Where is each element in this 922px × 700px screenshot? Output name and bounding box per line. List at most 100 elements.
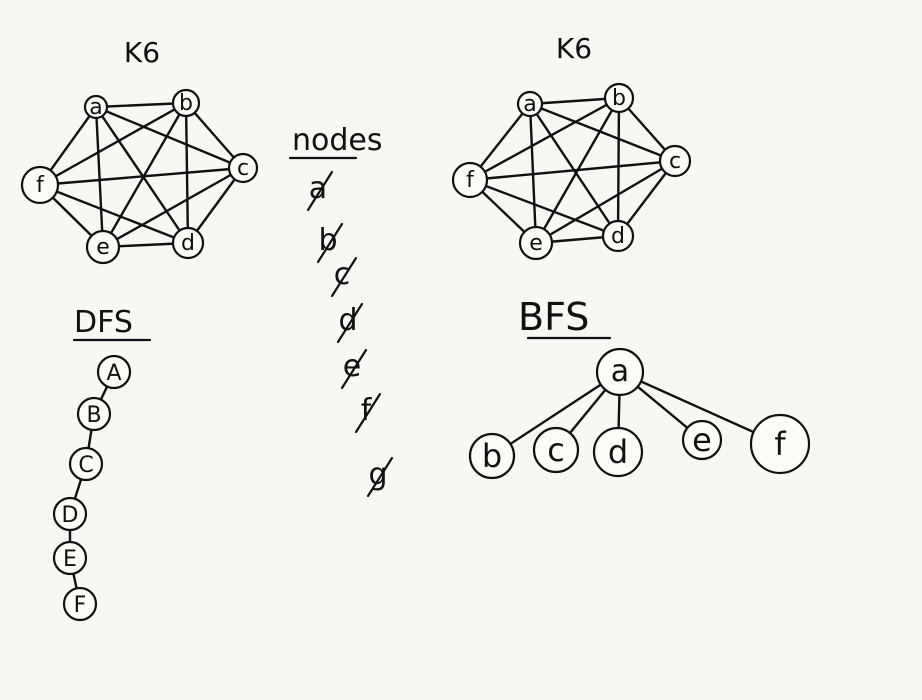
left-k6-graph: K6 a b c d e f xyxy=(20,36,259,265)
left-edge-a-d xyxy=(94,105,190,245)
bfs-node-label: c xyxy=(547,431,565,469)
left-edge-d-f xyxy=(38,183,190,245)
strike-through-mark xyxy=(330,256,358,298)
left-node-label-d: d xyxy=(181,231,195,256)
right-node-e: e xyxy=(518,225,554,261)
right-node-label-c: c xyxy=(669,149,681,174)
nodes-list-item-d: d xyxy=(336,302,364,344)
right-graph-nodes: a b c d e f xyxy=(451,82,692,261)
dfs-heading: DFS xyxy=(74,305,133,340)
nodes-heading: nodes xyxy=(292,123,383,158)
bfs-node-label: f xyxy=(774,425,786,463)
dfs-node-label: E xyxy=(63,547,77,572)
bfs-node-c: c xyxy=(532,426,580,474)
left-node-label-a: a xyxy=(89,95,102,120)
left-edge-b-e xyxy=(101,101,188,249)
left-edge-a-b xyxy=(94,101,188,109)
nodes-list-item-label: e xyxy=(343,349,361,384)
bfs-section: BFS a b c d e f xyxy=(468,295,811,480)
dfs-node-B: B xyxy=(76,396,112,432)
bfs-node-b: b xyxy=(468,432,516,480)
left-edge-a-e xyxy=(94,105,105,249)
dfs-node-label: C xyxy=(78,453,93,478)
nodes-list-item-label: g xyxy=(368,457,387,492)
bfs-root-node: a xyxy=(595,347,645,397)
nodes-list-item-label: d xyxy=(338,303,357,338)
right-edge-c-e xyxy=(534,159,677,245)
left-node-label-b: b xyxy=(179,91,193,116)
strike-through-mark xyxy=(354,392,382,434)
dfs-node-C: C xyxy=(68,446,104,482)
left-node-label-c: c xyxy=(237,156,249,181)
right-node-label-b: b xyxy=(612,86,626,111)
right-node-label-f: f xyxy=(466,168,475,193)
right-node-c: c xyxy=(658,144,692,178)
dfs-node-label: B xyxy=(86,403,101,428)
left-node-a: a xyxy=(83,94,109,120)
bfs-heading: BFS xyxy=(518,295,589,339)
strike-through-mark xyxy=(316,222,344,264)
left-node-e: e xyxy=(85,229,121,265)
left-node-label-f: f xyxy=(36,173,45,198)
left-node-c: c xyxy=(227,152,259,184)
left-edge-a-c xyxy=(94,105,245,170)
right-node-f: f xyxy=(451,161,489,199)
right-k6-graph: K6 a b c d e f xyxy=(451,32,692,261)
nodes-list-item-f: f xyxy=(354,392,382,434)
bfs-node-f: f xyxy=(749,413,811,475)
bfs-node-e: e xyxy=(681,419,723,461)
right-edge-d-f xyxy=(468,178,620,238)
left-edge-c-f xyxy=(38,166,245,187)
dfs-node-label: D xyxy=(62,503,79,528)
nodes-list-item-label: b xyxy=(318,223,337,258)
dfs-node-A: A xyxy=(96,354,132,390)
right-node-d: d xyxy=(601,219,635,253)
right-graph-edges xyxy=(468,96,677,245)
nodes-list-item-g: g xyxy=(366,456,394,498)
bfs-node-label: d xyxy=(608,433,628,471)
left-node-d: d xyxy=(171,226,205,260)
bfs-tree: a b c d e f xyxy=(468,347,811,480)
right-edge-b-f xyxy=(468,96,621,182)
left-graph-title: K6 xyxy=(124,36,160,69)
right-node-label-e: e xyxy=(529,231,543,256)
dfs-node-E: E xyxy=(52,540,88,576)
bfs-edge xyxy=(490,370,622,458)
left-edge-b-f xyxy=(38,101,188,187)
right-node-label-a: a xyxy=(523,92,536,117)
right-node-b: b xyxy=(603,82,635,114)
left-graph-edges xyxy=(38,101,245,249)
dfs-node-label: F xyxy=(74,593,87,618)
bfs-node-label: e xyxy=(692,421,712,459)
bfs-node-label: b xyxy=(482,437,502,475)
right-edge-a-c xyxy=(528,102,677,163)
left-graph-nodes: a b c d e f xyxy=(20,88,259,265)
left-edge-c-e xyxy=(101,166,245,249)
nodes-list-item-c: c xyxy=(330,256,358,298)
left-node-b: b xyxy=(171,88,201,118)
strike-through-mark xyxy=(340,348,368,390)
nodes-list-item-a: a xyxy=(306,170,334,212)
bfs-node-d: d xyxy=(592,426,644,478)
right-node-a: a xyxy=(516,90,544,118)
dfs-node-D: D xyxy=(52,496,88,532)
bfs-root-label: a xyxy=(611,354,629,389)
nodes-list-item-label: a xyxy=(309,171,327,206)
strike-through-mark xyxy=(366,456,394,498)
strike-through-mark xyxy=(336,302,364,344)
dfs-node-F: F xyxy=(62,586,98,622)
nodes-list-item-label: c xyxy=(334,257,351,292)
strike-through-mark xyxy=(306,170,334,212)
right-edge-c-f xyxy=(468,159,677,182)
nodes-list-item-b: b xyxy=(316,222,344,264)
right-graph-title: K6 xyxy=(556,32,592,65)
right-node-label-d: d xyxy=(611,224,625,249)
left-node-label-e: e xyxy=(96,235,110,260)
nodes-list-item-e: e xyxy=(340,348,368,390)
dfs-node-label: A xyxy=(106,361,121,386)
